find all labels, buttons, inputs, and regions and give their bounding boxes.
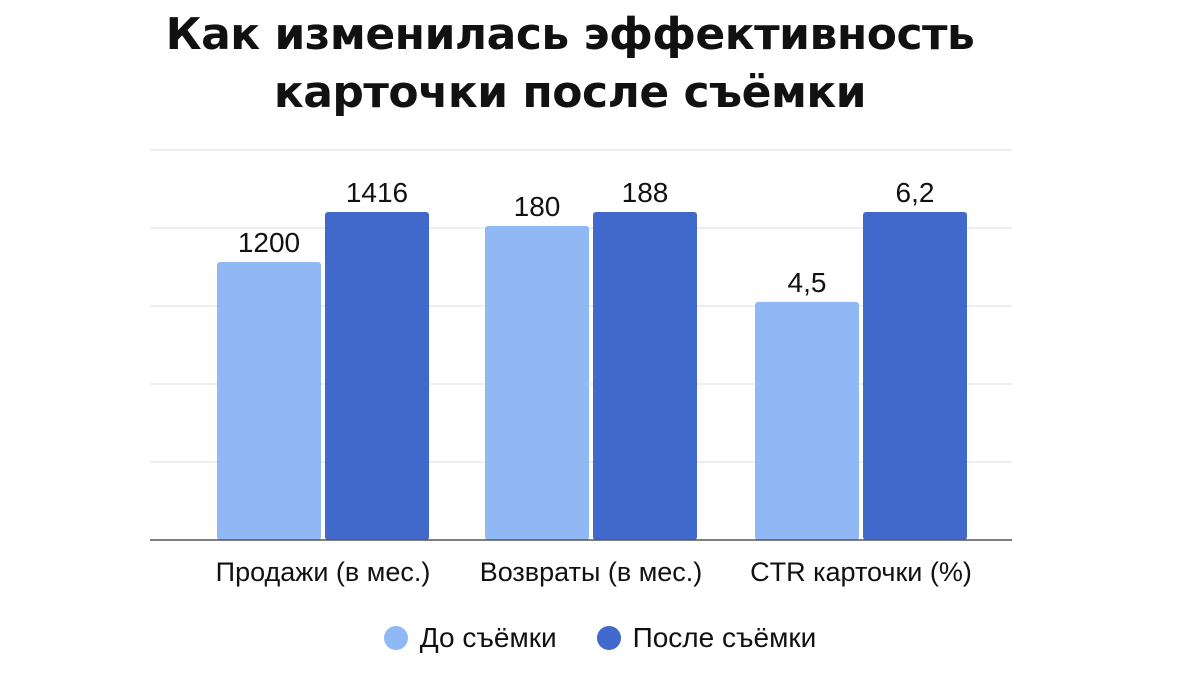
value-label-after-2: 6,2 xyxy=(896,177,935,208)
category-label-1: Возвраты (в мес.) xyxy=(480,557,703,587)
value-label-before-1: 180 xyxy=(514,191,561,222)
bar-after-2 xyxy=(863,212,967,540)
legend-marker-after xyxy=(596,626,621,650)
bars xyxy=(217,212,967,540)
value-label-after-1: 188 xyxy=(622,177,669,208)
chart-title: Как изменилась эффективность карточки по… xyxy=(120,6,1020,122)
legend-label-before: До съёмки xyxy=(419,622,557,653)
value-label-before-0: 1200 xyxy=(238,227,300,258)
category-label-0: Продажи (в мес.) xyxy=(216,557,431,587)
value-label-before-2: 4,5 xyxy=(788,267,827,298)
legend: До съёмки После съёмки xyxy=(0,618,1200,658)
legend-label-after: После съёмки xyxy=(632,622,817,653)
legend-item-before: До съёмки xyxy=(383,618,557,658)
value-labels: 1200 1416 180 188 4,5 6,2 xyxy=(238,177,935,298)
legend-marker-before xyxy=(383,626,408,650)
category-labels: Продажи (в мес.) Возвраты (в мес.) CTR кар… xyxy=(216,557,972,587)
chart-title-line-1: Как изменилась эффективность xyxy=(165,9,975,60)
bar-after-1 xyxy=(593,212,697,540)
bar-after-0 xyxy=(325,212,429,540)
bar-before-1 xyxy=(485,225,589,540)
chart-title-line-2: карточки после съёмки xyxy=(273,67,867,118)
category-label-2: CTR карточки (%) xyxy=(750,557,972,587)
value-label-after-0: 1416 xyxy=(346,177,408,208)
bar-before-0 xyxy=(217,262,321,540)
legend-item-after: После съёмки xyxy=(596,618,817,658)
bar-before-2 xyxy=(755,301,859,540)
